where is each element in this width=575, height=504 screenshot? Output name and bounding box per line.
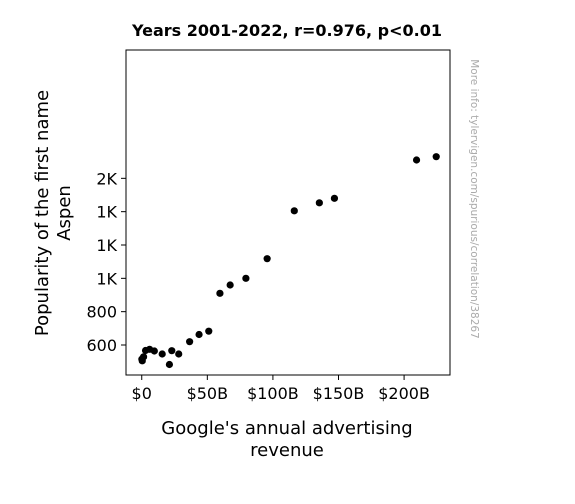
x-tick-label: $0: [132, 384, 152, 403]
x-axis-label: Google's annual advertising revenue: [161, 418, 412, 461]
data-point: [139, 353, 148, 361]
y-tick-label: 800: [86, 303, 117, 322]
plot-frame: [125, 49, 451, 376]
data-point: [216, 289, 224, 297]
data-point: [263, 255, 271, 263]
data-point: [186, 338, 194, 346]
y-tick-label: 1K: [96, 203, 117, 222]
data-point: [432, 153, 440, 161]
data-point: [226, 281, 234, 289]
watermark-text: More info: tylervigen.com/spurious/corre…: [468, 59, 480, 339]
data-point: [330, 194, 339, 202]
data-point: [412, 156, 421, 164]
x-tick-label: $100B: [247, 384, 299, 403]
y-tick-label: 2K: [96, 169, 117, 188]
data-point: [168, 347, 176, 355]
x-tick-label: $150B: [313, 384, 365, 403]
chart-title: Years 2001-2022, r=0.976, p<0.01: [131, 21, 442, 40]
data-point: [315, 199, 323, 207]
x-tick-label: $50B: [187, 384, 229, 403]
data-point: [242, 274, 250, 282]
y-axis-label: Popularity of the first nameAspen: [32, 90, 75, 336]
data-point: [205, 327, 213, 335]
y-tick-label: 1K: [96, 269, 117, 288]
data-point: [195, 330, 203, 339]
data-point: [165, 360, 174, 369]
data-point: [150, 347, 158, 355]
y-tick-label: 600: [86, 336, 117, 355]
y-tick-label: 1K: [96, 236, 117, 255]
data-point: [158, 350, 166, 358]
data-point: [290, 207, 298, 215]
plot-area: $0 $50B $100B $150B $200B 600 800 1K 1K 1K 2K: [86, 49, 451, 403]
data-point: [175, 350, 183, 358]
x-tick-label: $200B: [378, 384, 430, 403]
